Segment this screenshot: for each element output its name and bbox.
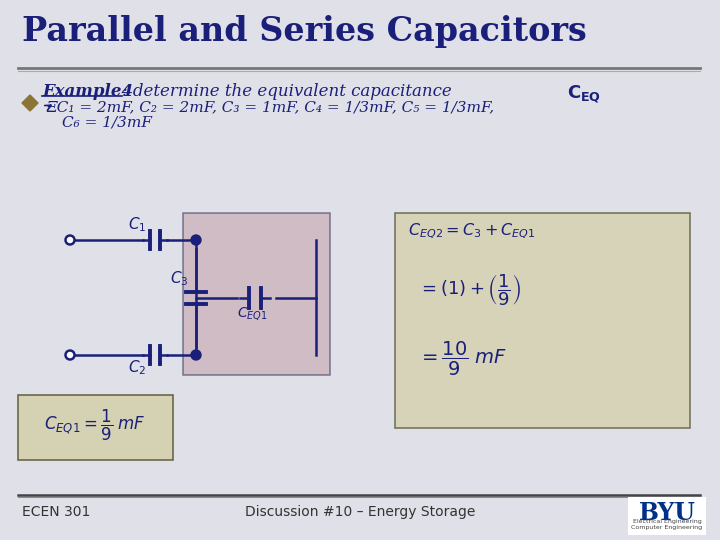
Text: $\mathbf{C_{EQ}}$: $\mathbf{C_{EQ}}$ <box>567 83 601 104</box>
Text: $C_3$: $C_3$ <box>170 269 189 288</box>
Bar <box>18 395 173 460</box>
Text: ΞC₁ = 2mF, C₂ = 2mF, C₃ = 1mF, C₄ = 1/3mF, C₅ = 1/3mF,: ΞC₁ = 2mF, C₂ = 2mF, C₃ = 1mF, C₄ = 1/3m… <box>46 100 494 114</box>
Text: : determine the equivalent capacitance: : determine the equivalent capacitance <box>122 83 462 100</box>
Text: ECEN 301: ECEN 301 <box>22 505 91 519</box>
Text: $= (1) + \left(\dfrac{1}{9}\right)$: $= (1) + \left(\dfrac{1}{9}\right)$ <box>418 272 521 308</box>
Circle shape <box>191 235 201 245</box>
Text: 38: 38 <box>672 505 690 519</box>
Bar <box>183 213 330 375</box>
Text: Discussion #10 – Energy Storage: Discussion #10 – Energy Storage <box>245 505 475 519</box>
Text: Electrical Engineering
Computer Engineering: Electrical Engineering Computer Engineer… <box>631 519 703 530</box>
Bar <box>628 497 706 535</box>
Text: $= \dfrac{10}{9}\;mF$: $= \dfrac{10}{9}\;mF$ <box>418 340 507 378</box>
Text: $C_{EQ2} = C_3 + C_{EQ1}$: $C_{EQ2} = C_3 + C_{EQ1}$ <box>408 222 536 241</box>
Polygon shape <box>22 95 38 111</box>
Text: $C_1$: $C_1$ <box>128 215 146 234</box>
Text: Example4: Example4 <box>42 83 133 100</box>
Text: $C_2$: $C_2$ <box>128 358 146 377</box>
Text: $C_{EQ1}$: $C_{EQ1}$ <box>237 306 268 322</box>
Text: C₆ = 1/3mF: C₆ = 1/3mF <box>62 116 152 130</box>
Circle shape <box>66 235 74 245</box>
Text: BYU: BYU <box>639 501 696 525</box>
Circle shape <box>191 350 201 360</box>
Text: Parallel and Series Capacitors: Parallel and Series Capacitors <box>22 15 587 48</box>
Circle shape <box>66 350 74 360</box>
Bar <box>395 213 690 428</box>
Text: $C_{EQ1} = \dfrac{1}{9}\;mF$: $C_{EQ1} = \dfrac{1}{9}\;mF$ <box>44 407 145 443</box>
